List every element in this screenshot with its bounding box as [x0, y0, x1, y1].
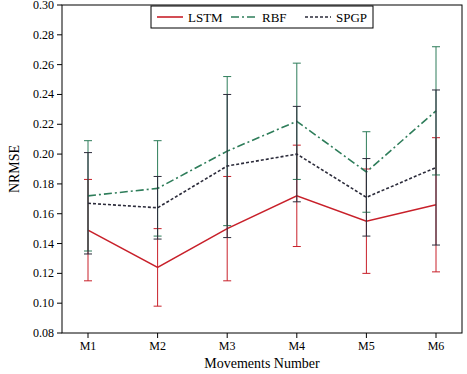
y-tick: [57, 64, 62, 65]
y-tick: [57, 243, 62, 244]
x-tick-label: M3: [219, 339, 236, 353]
plot-area: [84, 47, 440, 306]
legend-label: RBF: [262, 10, 287, 25]
y-tick: [57, 154, 62, 155]
x-tick-label: M2: [149, 339, 166, 353]
x-tick: [366, 333, 367, 338]
x-tick-label: M4: [288, 339, 305, 353]
y-axis-label: NRMSE: [7, 145, 22, 193]
error-cap: [293, 201, 301, 202]
y-tick-label: 0.16: [33, 207, 54, 221]
error-cap: [432, 89, 440, 90]
error-cap: [432, 46, 440, 47]
error-cap: [154, 176, 162, 177]
x-tick-label: M1: [80, 339, 97, 353]
y-tick-label: 0.20: [33, 147, 54, 161]
chart: 0.08 0.10 0.12 0.14 0.16 0.18 0.20 0.22 0.24 0.26…: [0, 0, 467, 374]
error-cap: [223, 94, 231, 95]
error-cap: [432, 245, 440, 246]
x-tick: [296, 333, 297, 338]
legend-box: [151, 6, 373, 28]
legend-swatch: [157, 16, 183, 18]
error-cap: [84, 253, 92, 254]
x-tick-label: M5: [358, 339, 375, 353]
error-cap: [154, 140, 162, 141]
error-cap: [362, 236, 370, 237]
error-cap: [223, 76, 231, 77]
x-axis-label: Movements Number: [204, 356, 320, 371]
error-cap: [84, 140, 92, 141]
error-cap: [293, 63, 301, 64]
error-stem: [436, 90, 437, 245]
y-tick-label: 0.18: [33, 177, 54, 191]
x-tick: [157, 333, 158, 338]
y-tick: [57, 5, 62, 6]
x-tick: [436, 333, 437, 338]
y-tick-label: 0.26: [33, 58, 54, 72]
x-tick-label: M6: [428, 339, 445, 353]
series-line: [88, 154, 436, 208]
error-stem: [366, 159, 367, 237]
y-tick-label: 0.10: [33, 296, 54, 310]
x-tick: [227, 333, 228, 338]
plot-frame: [62, 5, 462, 333]
y-tick: [57, 213, 62, 214]
error-cap: [362, 158, 370, 159]
legend: LSTM RBF SPGP: [151, 6, 373, 28]
error-cap: [84, 152, 92, 153]
error-cap: [293, 246, 301, 247]
error-bar: [362, 159, 370, 237]
legend-swatch: [231, 16, 257, 18]
y-tick: [57, 333, 62, 334]
error-cap: [432, 271, 440, 272]
x-tick: [88, 333, 89, 338]
legend-label: LSTM: [188, 10, 223, 25]
y-tick: [57, 34, 62, 35]
error-cap: [223, 280, 231, 281]
error-cap: [154, 239, 162, 240]
y-tick-label: 0.22: [33, 117, 54, 131]
y-tick: [57, 183, 62, 184]
error-cap: [84, 280, 92, 281]
legend-swatch: [305, 16, 331, 18]
y-tick: [57, 94, 62, 95]
y-tick: [57, 273, 62, 274]
y-tick: [57, 124, 62, 125]
y-tick-label: 0.28: [33, 28, 54, 42]
y-tick-label: 0.12: [33, 266, 54, 280]
y-tick-label: 0.08: [33, 326, 54, 340]
y-tick-label: 0.24: [33, 87, 54, 101]
y-tick-label: 0.14: [33, 237, 54, 251]
y-tick: [57, 303, 62, 304]
error-cap: [293, 106, 301, 107]
error-cap: [154, 306, 162, 307]
series-line: [88, 111, 436, 196]
error-cap: [362, 131, 370, 132]
error-cap: [362, 273, 370, 274]
error-bar: [432, 90, 440, 245]
y-tick-label: 0.30: [33, 0, 54, 12]
error-cap: [223, 237, 231, 238]
legend-label: SPGP: [336, 10, 367, 25]
